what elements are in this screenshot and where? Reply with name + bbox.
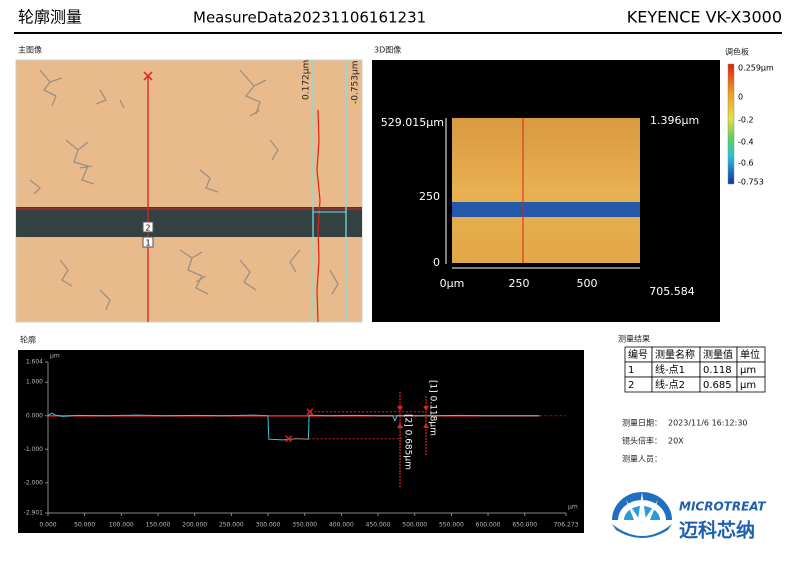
palette-label: 0 — [738, 93, 743, 102]
cell-text: μm — [740, 380, 756, 391]
cell-text: 测量名称 — [655, 348, 695, 361]
x-tick-label: 650.000 — [512, 522, 537, 529]
profile-panel — [18, 350, 584, 533]
x-tick-label: 550.000 — [439, 522, 464, 529]
y-tick-label: -2.000 — [24, 479, 44, 486]
y-tick-label: -1.000 — [24, 446, 44, 453]
cell-text: 0.685 — [703, 380, 732, 391]
x-tick-label: 50.000 — [74, 522, 95, 529]
y-tick-label: -2.901 — [24, 510, 44, 517]
cell-text: 单位 — [740, 348, 760, 361]
cell-text: 2 — [628, 380, 634, 391]
cell-text: 线-点1 — [655, 363, 685, 376]
results-title: 测量结果 — [618, 334, 650, 344]
x-tick-label: 706.273 — [554, 522, 579, 529]
y-tick-label: 0.000 — [26, 412, 43, 419]
x-tick-label: 400.000 — [329, 522, 354, 529]
device-name: KEYENCE VK-X3000 — [627, 8, 782, 27]
x-tick-label: 250.000 — [219, 522, 244, 529]
profile-chart: 1.604 1.000 0.000 -1.000 -2.000 -2.901 0.000 50… — [24, 353, 579, 529]
axis-label: 250 — [509, 277, 530, 290]
cell-text: 测量值 — [703, 348, 733, 361]
logo-en: MICROTREAT — [679, 500, 766, 514]
y-tick-label: 1.604 — [26, 359, 43, 366]
cell-text: 1 — [628, 365, 634, 376]
image-3d — [372, 60, 720, 322]
palette-label: -0.2 — [738, 116, 754, 125]
report-title: 轮廓测量 — [18, 8, 82, 27]
palette-title: 调色板 — [725, 47, 749, 57]
cursor-label: 0.172μm — [302, 60, 312, 100]
section-title: 3D图像 — [374, 45, 401, 55]
point-label: 1 — [145, 239, 150, 248]
x-tick-label: 600.000 — [476, 522, 501, 529]
info-label: 镜头倍率： — [622, 436, 662, 446]
cell-text: 编号 — [628, 348, 648, 361]
axis-label: 529.015μm — [381, 116, 444, 129]
axis-label: 0μm — [440, 277, 465, 290]
color-bar — [727, 63, 735, 185]
info-value: 2023/11/6 16:12:30 — [668, 419, 748, 428]
annotation: [2] 0.685μm — [403, 414, 413, 470]
logo-emblem — [612, 492, 672, 538]
x-tick-label: 500.000 — [402, 522, 427, 529]
y-tick-label: 1.000 — [26, 379, 43, 386]
cell-text: μm — [740, 365, 756, 376]
cursor-marker — [285, 435, 293, 443]
axis-label: 1.396μm — [650, 114, 699, 127]
info-label: 测量日期： — [622, 419, 662, 428]
info-value: 20X — [668, 437, 684, 446]
section-title: 轮廓 — [20, 335, 36, 345]
file-name: MeasureData20231106161231 — [193, 9, 426, 27]
palette-label: -0.4 — [738, 138, 754, 147]
x-tick-label: 0.000 — [39, 522, 56, 529]
palette-label: -0.6 — [738, 159, 754, 168]
annotation: [1] 0.118μm — [428, 380, 438, 436]
table-cell — [736, 376, 766, 393]
cell-text: 线-点2 — [655, 378, 685, 391]
info-label: 测量人员： — [622, 455, 662, 464]
cell-text: 0.118 — [703, 365, 732, 376]
axis-label: 705.584 — [649, 285, 695, 298]
x-tick-label: 100.000 — [109, 522, 134, 529]
x-tick-label: 450.000 — [366, 522, 391, 529]
x-tick-label: 150.000 — [146, 522, 171, 529]
results-table: 编号 测量名称 测量值 单位 1 线-点1 0.118 μm 2 线-点2 0.685 μm — [624, 346, 766, 393]
x-tick-label: 300.000 — [256, 522, 281, 529]
y-unit: μm — [50, 353, 60, 360]
axis-label: 0 — [433, 256, 440, 269]
x-tick-label: 350.000 — [292, 522, 317, 529]
x-unit: μm — [568, 504, 578, 511]
axis-label: 250 — [419, 190, 440, 203]
arrow-head — [423, 406, 429, 428]
logo-cn: 迈科芯纳 — [679, 519, 755, 542]
palette-label: -0.753 — [738, 178, 764, 187]
section-title: 主图像 — [18, 45, 42, 55]
arrow-head — [397, 406, 403, 428]
palette-label: 0.259μm — [738, 64, 774, 73]
cursor-label: -0.753μm — [351, 60, 361, 104]
axis-label: 500 — [577, 277, 598, 290]
point-label: 2 — [145, 224, 150, 233]
main-image — [15, 59, 363, 323]
x-tick-label: 200.000 — [182, 522, 207, 529]
